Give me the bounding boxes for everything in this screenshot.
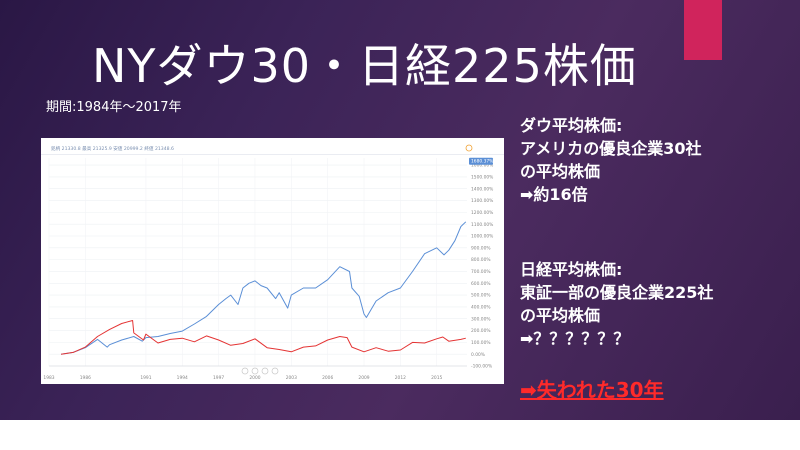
dow-line: の平均株価 (520, 162, 601, 181)
header-divider (41, 154, 504, 155)
x-tick-label: 2012 (395, 375, 406, 381)
dow-series-line (61, 221, 467, 355)
last-value-tag (469, 157, 493, 165)
x-tick-label: 1994 (177, 375, 188, 381)
chart-panel: 銘柄 21330.8 最高 21325.9 安値 20999.2 終値 2134… (41, 138, 504, 384)
y-tick-label: 1000.00% (471, 234, 493, 240)
pager-dot-icon (261, 367, 269, 375)
pager-dot-icon (271, 367, 279, 375)
y-tick-label: 500.00% (471, 293, 491, 299)
x-tick-label: 2000 (249, 375, 260, 381)
slide: NYダウ30・日経225株価 期間:1984年～2017年 銘柄 21330.8… (0, 0, 800, 420)
nikkei-line: ➡？？？？？？ (520, 329, 630, 348)
x-tick-label: 2003 (286, 375, 297, 381)
x-tick-label: 2015 (431, 375, 442, 381)
y-tick-label: 700.00% (471, 269, 491, 275)
header-dot-icon (465, 144, 473, 152)
conclusion-text: ➡失われた30年 (520, 378, 664, 402)
y-tick-label: 1600.00% (471, 163, 493, 169)
dow-line: ➡約16倍 (520, 185, 588, 204)
nikkei-line: 日経平均株価: (520, 260, 623, 279)
y-tick-label: 1100.00% (471, 222, 493, 228)
y-tick-label: 1200.00% (471, 210, 493, 216)
y-tick-label: 400.00% (471, 305, 491, 311)
y-tick-label: 1500.00% (471, 175, 493, 181)
x-tick-label: 2009 (358, 375, 369, 381)
x-tick-label: 1986 (80, 375, 91, 381)
y-tick-label: 1400.00% (471, 186, 493, 192)
slide-title: NYダウ30・日経225株価 (92, 39, 637, 93)
y-tick-label: -100.00% (471, 364, 492, 370)
x-tick-label: 1991 (140, 375, 151, 381)
last-value-label: 1680.37% (471, 159, 493, 165)
pager-dot-icon (241, 367, 249, 375)
dow-line: ダウ平均株価: (520, 116, 623, 135)
dow-line: アメリカの優良企業30社 (520, 139, 702, 158)
nikkei-description: 日経平均株価: 東証一部の優良企業225社 の平均株価 ➡？？？？？？ (520, 258, 713, 350)
nikkei-series-line (61, 320, 466, 355)
x-tick-label: 1997 (213, 375, 224, 381)
nikkei-line: 東証一部の優良企業225社 (520, 283, 714, 302)
y-tick-label: 100.00% (471, 340, 491, 346)
nikkei-line: の平均株価 (520, 306, 601, 325)
y-tick-label: 800.00% (471, 257, 491, 263)
line-chart: 銘柄 21330.8 最高 21325.9 安値 20999.2 終値 2134… (41, 144, 504, 381)
dow-description: ダウ平均株価: アメリカの優良企業30社 の平均株価 ➡約16倍 (520, 114, 701, 206)
x-tick-label: 2006 (322, 375, 333, 381)
y-tick-label: 300.00% (471, 316, 491, 322)
y-tick-label: 1300.00% (471, 198, 493, 204)
y-tick-label: 600.00% (471, 281, 491, 287)
period-label: 期間:1984年～2017年 (46, 100, 182, 115)
pager-dot-icon (251, 367, 259, 375)
y-tick-label: 0.00% (471, 352, 485, 358)
y-tick-label: 900.00% (471, 245, 491, 251)
x-tick-label: 1983 (43, 375, 54, 381)
accent-bar (684, 0, 722, 60)
chart-header-legend: 銘柄 21330.8 最高 21325.9 安値 20999.2 終値 2134… (51, 145, 174, 152)
y-tick-label: 200.00% (471, 328, 491, 334)
